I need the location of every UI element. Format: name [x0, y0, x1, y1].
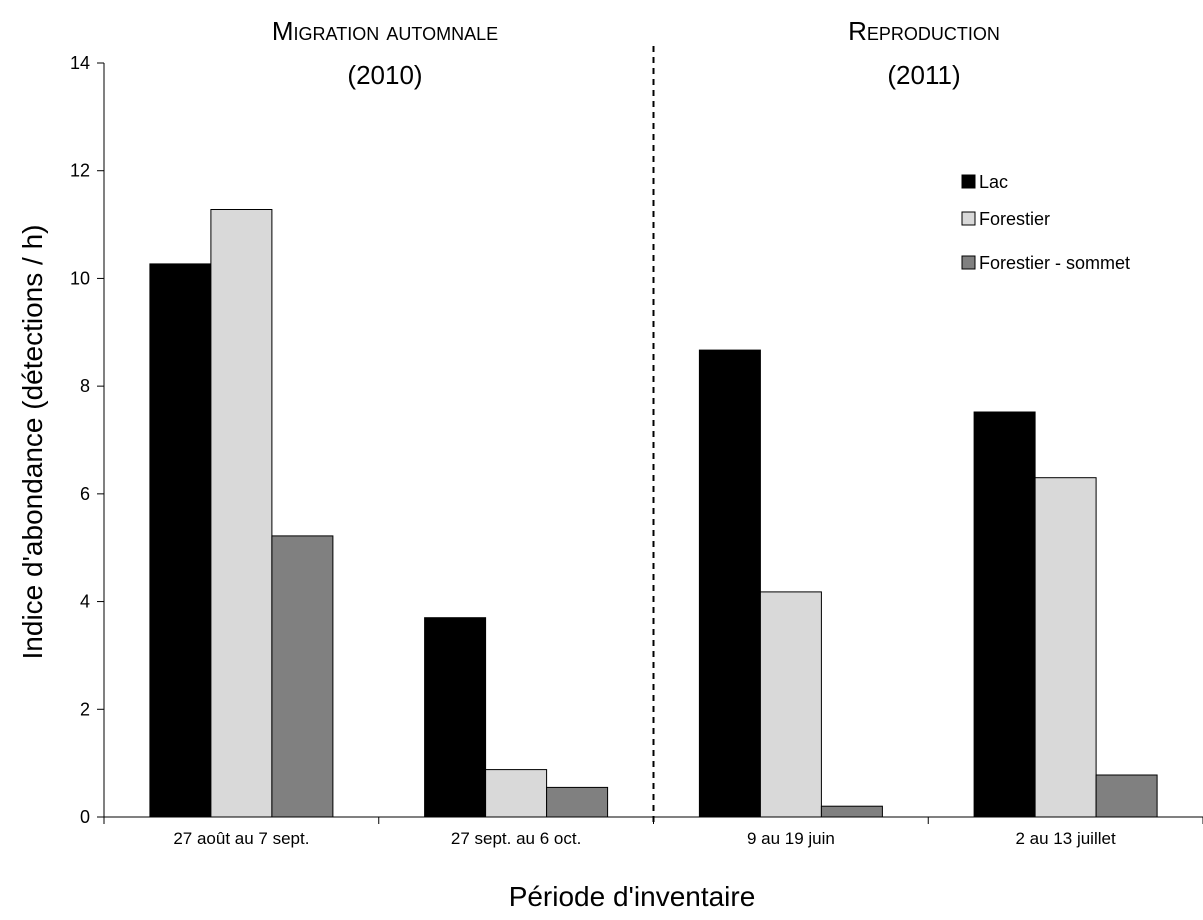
- bar-lac-1: [149, 263, 212, 818]
- bar-forestier-sommet-2: [546, 786, 609, 818]
- y-tick-label-14: 14: [70, 53, 90, 73]
- x-tick-label-1: 27 août au 7 sept.: [173, 829, 309, 848]
- bar-forestier-sommet-4: [1095, 774, 1158, 818]
- y-tick-label-0: 0: [80, 807, 90, 827]
- x-axis-title: Période d'inventaire: [509, 881, 756, 912]
- y-tick-label-12: 12: [70, 161, 90, 181]
- y-tick-label-8: 8: [80, 376, 90, 396]
- legend-swatch-lac: [961, 174, 976, 189]
- y-tick-label-2: 2: [80, 699, 90, 719]
- legend-label-forestier: Forestier: [979, 209, 1050, 229]
- x-tick-label-4: 2 au 13 juillet: [1016, 829, 1116, 848]
- legend-label-forestier-sommet: Forestier - sommet: [979, 253, 1130, 273]
- y-tick-label-10: 10: [70, 268, 90, 288]
- section-title-reproduction: Reproduction: [848, 16, 1000, 46]
- bar-lac-2: [424, 617, 487, 818]
- y-tick-label-4: 4: [80, 592, 90, 612]
- bar-lac-4: [973, 411, 1036, 818]
- legend: Lac Forestier Forestier - sommet: [961, 172, 1130, 273]
- bar-forestier-sommet-3: [820, 805, 883, 818]
- axes-layer: 27 août au 7 sept. 27 sept. au 6 oct. 9 au…: [70, 46, 1203, 848]
- legend-swatch-forestier-sommet: [961, 255, 976, 270]
- bar-forestier-3: [759, 591, 822, 818]
- bar-forestier-1: [210, 209, 273, 818]
- bar-forestier-2: [485, 769, 548, 818]
- legend-label-lac: Lac: [979, 172, 1008, 192]
- y-tick-label-6: 6: [80, 484, 90, 504]
- section-year-reproduction: (2011): [887, 60, 960, 90]
- x-tick-label-2: 27 sept. au 6 oct.: [451, 829, 581, 848]
- x-tick-label-3: 9 au 19 juin: [747, 829, 835, 848]
- bar-lac-3: [698, 349, 761, 818]
- section-year-migration: (2010): [347, 60, 422, 90]
- bar-forestier-4: [1034, 477, 1097, 818]
- section-title-migration: Migration automnale: [272, 16, 498, 46]
- bars-layer: [149, 209, 1158, 818]
- bar-forestier-sommet-1: [271, 535, 334, 818]
- y-axis-title: Indice d'abondance (détections / h): [17, 225, 48, 660]
- legend-swatch-forestier: [961, 211, 976, 226]
